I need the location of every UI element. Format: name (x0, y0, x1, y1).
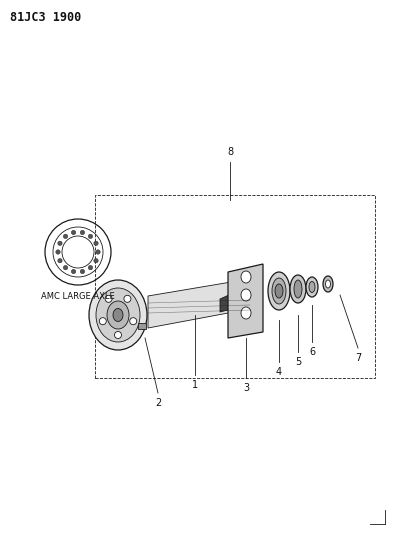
Ellipse shape (275, 284, 283, 298)
Text: AMC LARGE AXLE: AMC LARGE AXLE (41, 292, 115, 301)
Circle shape (58, 259, 62, 263)
Text: 5: 5 (295, 357, 301, 367)
Ellipse shape (272, 278, 286, 304)
Circle shape (124, 295, 131, 302)
Polygon shape (228, 264, 263, 338)
Text: 6: 6 (309, 347, 315, 357)
Ellipse shape (325, 280, 331, 288)
Circle shape (72, 269, 76, 274)
Text: 3: 3 (243, 383, 249, 393)
Circle shape (56, 250, 60, 254)
Ellipse shape (107, 301, 129, 329)
Circle shape (94, 259, 98, 263)
Circle shape (72, 230, 76, 235)
Text: 8: 8 (227, 147, 233, 157)
Text: 4: 4 (276, 367, 282, 377)
Ellipse shape (268, 272, 290, 310)
Polygon shape (148, 278, 255, 328)
Circle shape (130, 318, 137, 325)
Ellipse shape (241, 271, 251, 283)
Circle shape (105, 295, 112, 302)
Circle shape (58, 241, 62, 246)
Circle shape (63, 265, 68, 270)
Circle shape (99, 318, 106, 325)
Ellipse shape (323, 276, 333, 292)
Ellipse shape (294, 280, 302, 298)
Text: 2: 2 (155, 398, 161, 408)
Circle shape (96, 250, 100, 254)
Ellipse shape (241, 307, 251, 319)
Ellipse shape (241, 289, 251, 301)
Circle shape (114, 332, 121, 338)
Text: 7: 7 (355, 353, 361, 363)
Circle shape (80, 269, 84, 274)
Text: 81JC3 1900: 81JC3 1900 (10, 11, 81, 24)
Circle shape (63, 234, 68, 239)
Ellipse shape (96, 288, 140, 342)
Polygon shape (220, 282, 258, 312)
Ellipse shape (309, 281, 315, 293)
Ellipse shape (113, 309, 123, 321)
Circle shape (94, 241, 98, 246)
Ellipse shape (290, 275, 306, 303)
Text: 1: 1 (192, 380, 198, 390)
Circle shape (80, 230, 84, 235)
Circle shape (88, 265, 93, 270)
Ellipse shape (306, 277, 318, 297)
Ellipse shape (89, 280, 147, 350)
Circle shape (88, 234, 93, 239)
Bar (138, 323, 146, 329)
